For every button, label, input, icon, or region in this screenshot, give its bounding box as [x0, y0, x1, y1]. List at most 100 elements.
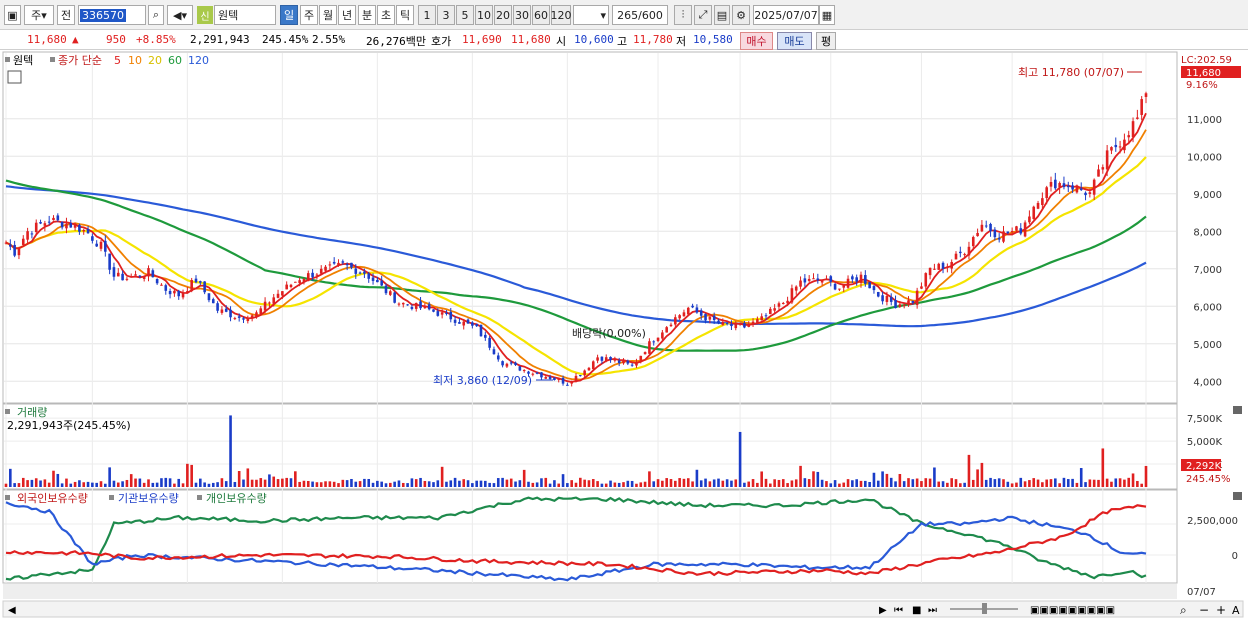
prev-button[interactable]: 전 — [57, 5, 75, 25]
candle-body — [980, 224, 984, 232]
candle-body — [639, 355, 643, 361]
candle-body — [915, 290, 919, 306]
zoom-slider-handle[interactable] — [982, 603, 987, 614]
date-field[interactable]: 2025/07/07 — [753, 5, 819, 25]
save-icon[interactable]: ▤ — [714, 5, 730, 25]
candle-body — [86, 229, 90, 234]
tab-year[interactable]: 년 — [338, 5, 356, 25]
num-120[interactable]: 120 — [551, 5, 572, 25]
candle-body — [717, 320, 720, 324]
candle-body — [484, 334, 487, 338]
candle-body — [1114, 144, 1118, 148]
candle-body — [864, 275, 867, 284]
eval-button[interactable]: 평 — [816, 32, 836, 50]
tab-week[interactable]: 주 — [300, 5, 318, 25]
volume-bar — [242, 479, 245, 487]
font-size-icon[interactable]: A — [1232, 604, 1240, 617]
candle-type-icon[interactable]: ⫶ — [674, 5, 692, 25]
candle-body — [272, 297, 276, 304]
interval-select[interactable]: ▾ — [573, 5, 609, 25]
buy-button[interactable]: 매수 — [740, 32, 773, 50]
candle-body — [9, 244, 12, 247]
volume-bar — [781, 479, 785, 487]
zoom-out-icon[interactable]: − — [1199, 603, 1209, 617]
window-icon[interactable]: ▣ — [4, 5, 21, 25]
scroll-bar[interactable] — [2, 600, 1244, 618]
zoom-search-icon[interactable]: ⌕ — [1180, 603, 1187, 617]
volume-panel-close-icon[interactable] — [1233, 406, 1242, 414]
stop-icon[interactable]: ■ — [912, 605, 921, 616]
tab-day[interactable]: 일 — [280, 5, 298, 25]
candle-body — [1002, 231, 1005, 242]
candle-body — [531, 373, 535, 375]
candle-body — [1097, 169, 1100, 177]
sound-icon[interactable]: ◀▾ — [167, 5, 193, 25]
volume-info: 2,291,943주(245.45%) — [7, 419, 131, 432]
low-annotation: 최저 3,860 (12/09) — [433, 374, 532, 387]
candle-body — [466, 319, 470, 324]
volume-bar — [907, 478, 910, 487]
candle-body — [34, 222, 38, 233]
zoom-in-icon[interactable]: + — [1216, 603, 1226, 617]
candle-body — [453, 319, 457, 323]
volume-bar — [401, 482, 405, 487]
num-30[interactable]: 30 — [513, 5, 531, 25]
count-field[interactable]: 265/600 — [612, 5, 668, 25]
volume-bar — [656, 479, 660, 487]
price-tick-label: 5,000 — [1193, 340, 1222, 351]
gear-icon[interactable]: ⚙ — [732, 5, 750, 25]
scroll-left-icon[interactable]: ◀ — [8, 605, 16, 616]
volume-bar — [864, 480, 867, 487]
stock-name-field[interactable]: 원텍 — [214, 5, 276, 25]
volume-bar — [643, 481, 647, 487]
num-5[interactable]: 5 — [456, 5, 474, 25]
num-20[interactable]: 20 — [494, 5, 512, 25]
tab-month[interactable]: 월 — [319, 5, 337, 25]
candle-body — [384, 285, 388, 294]
volume-panel-frame — [2, 403, 1178, 490]
volume-bar — [846, 479, 850, 487]
num-3[interactable]: 3 — [437, 5, 455, 25]
volume-bar — [717, 478, 720, 487]
scroll-right-icon[interactable]: ▶ — [879, 605, 887, 616]
candle-body — [540, 372, 543, 378]
tab-minute[interactable]: 분 — [358, 5, 376, 25]
volume-bar — [371, 482, 375, 487]
num-10[interactable]: 10 — [475, 5, 493, 25]
forward-icon[interactable]: ⏭ — [928, 605, 937, 616]
candle-body — [47, 221, 51, 223]
num-1[interactable]: 1 — [418, 5, 436, 25]
tab-tick[interactable]: 틱 — [396, 5, 414, 25]
trade-amount: 26,276백만 — [366, 35, 426, 48]
tab-second[interactable]: 초 — [377, 5, 395, 25]
volume-bar — [199, 478, 202, 487]
candle-body — [406, 304, 409, 306]
candle-body — [268, 302, 271, 304]
num-60[interactable]: 60 — [532, 5, 550, 25]
search-icon[interactable]: ⌕ — [148, 5, 164, 25]
price-tick-label: 7,000 — [1193, 265, 1222, 276]
volume-bar — [56, 473, 60, 487]
period-select[interactable]: 주 ▾ — [24, 5, 54, 25]
layout-icons[interactable]: ▣▣▣▣▣▣▣▣▣ — [1030, 605, 1115, 616]
rewind-icon[interactable]: ⏮ — [894, 605, 903, 616]
volume-bar — [915, 478, 919, 487]
stock-code-input[interactable]: 336570 — [78, 5, 146, 25]
calendar-icon[interactable]: ▦ — [819, 5, 835, 25]
draw-tool-icon[interactable]: ⤢ — [694, 5, 712, 25]
volume-bar — [259, 478, 263, 487]
volume-bar — [596, 481, 599, 487]
holdings-panel-close-icon[interactable] — [1233, 492, 1242, 500]
candle-body — [341, 261, 345, 263]
candle-body — [937, 263, 941, 270]
candle-body — [371, 277, 375, 281]
volume-bar — [928, 478, 932, 487]
candle-body — [4, 242, 8, 244]
table-toggle-icon[interactable] — [7, 70, 22, 84]
candle-body — [613, 359, 617, 361]
candle-body — [104, 240, 107, 252]
stock-chart-svg[interactable]: 11,000 10,000 9,000 8,000 7,000 6,000 5,000 4,0… — [0, 51, 1248, 621]
volume-bar — [73, 481, 77, 487]
sell-button[interactable]: 매도 — [777, 32, 812, 50]
candle-body — [816, 278, 820, 281]
